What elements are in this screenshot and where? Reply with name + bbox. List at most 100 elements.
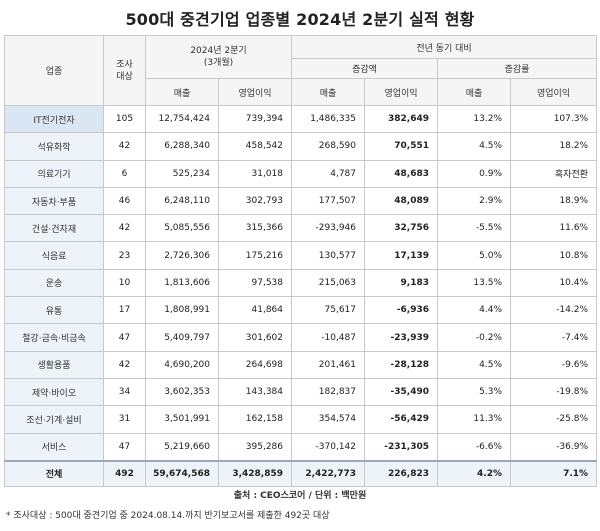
op-cell: 301,602 xyxy=(218,323,292,352)
industry-cell: 생활용품 xyxy=(4,350,104,379)
rate-op-cell: 18.9% xyxy=(509,186,598,216)
sales-cell: 2,726,306 xyxy=(145,241,219,270)
op-cell: 395,286 xyxy=(218,432,292,462)
change-sales-cell: -10,487 xyxy=(291,323,365,352)
change-op-cell: 48,089 xyxy=(364,186,438,216)
op-cell: 162,158 xyxy=(218,405,292,434)
change-sales-cell: 177,507 xyxy=(291,186,365,216)
change-sales-cell: 201,461 xyxy=(291,350,365,379)
sales-cell: 1,813,606 xyxy=(145,268,219,298)
industry-cell: 조선·기계·설비 xyxy=(4,405,104,434)
rate-op-cell: -14.2% xyxy=(509,296,598,325)
change-sales-cell: 268,590 xyxy=(291,132,365,161)
change-op-cell: -23,939 xyxy=(364,323,438,352)
rate-op-cell: -36.9% xyxy=(509,432,598,462)
sales-cell: 6,288,340 xyxy=(145,132,219,161)
change-sales-cell: 354,574 xyxy=(291,405,365,434)
total-rate-op: 7.1% xyxy=(509,459,598,487)
industry-cell: 자동차·부품 xyxy=(4,186,104,216)
industry-cell: 유통 xyxy=(4,296,104,325)
rate-op-cell: 107.3% xyxy=(509,104,598,134)
total-rate-sales: 4.2% xyxy=(437,459,511,487)
industry-cell: 서비스 xyxy=(4,432,104,462)
table-row: 유통 17 1,808,991 41,864 75,617 -6,936 4.4% -14.2… xyxy=(4,296,598,325)
rate-sales-cell: 0.9% xyxy=(437,159,511,188)
change-op-cell: -6,936 xyxy=(364,296,438,325)
op-cell: 302,793 xyxy=(218,186,292,216)
total-count: 492 xyxy=(103,459,146,487)
op-cell: 315,366 xyxy=(218,214,292,243)
sales-cell: 12,754,424 xyxy=(145,104,219,134)
op-cell: 41,864 xyxy=(218,296,292,325)
change-sales-cell: 215,063 xyxy=(291,268,365,298)
sales-cell: 4,690,200 xyxy=(145,350,219,379)
sales-cell: 3,501,991 xyxy=(145,405,219,434)
rate-op-cell: -9.6% xyxy=(509,350,598,379)
rate-op-cell: -7.4% xyxy=(509,323,598,352)
change-op-cell: 48,683 xyxy=(364,159,438,188)
table-row: 식음료 23 2,726,306 175,216 130,577 17,139 5.0% 10… xyxy=(4,241,598,270)
op-cell: 31,018 xyxy=(218,159,292,188)
rate-op-cell: -19.8% xyxy=(509,377,598,407)
change-op-cell: -231,305 xyxy=(364,432,438,462)
table-row: 철강·금속·비금속 47 5,409,797 301,602 -10,487 -23,93… xyxy=(4,323,598,352)
change-op-cell: 9,183 xyxy=(364,268,438,298)
change-sales-cell: 75,617 xyxy=(291,296,365,325)
change-sales-cell: 182,837 xyxy=(291,377,365,407)
count-cell: 47 xyxy=(103,432,146,462)
rate-sales-cell: -5.5% xyxy=(437,214,511,243)
op-cell: 739,394 xyxy=(218,104,292,134)
header-change-op: 영업이익 xyxy=(364,78,438,106)
count-cell: 23 xyxy=(103,241,146,270)
op-cell: 97,538 xyxy=(218,268,292,298)
op-cell: 143,384 xyxy=(218,377,292,407)
sales-cell: 6,248,110 xyxy=(145,186,219,216)
rate-op-cell: 10.8% xyxy=(509,241,598,270)
header-count: 조사 대상 xyxy=(103,35,146,106)
industry-cell: 제약·바이오 xyxy=(4,377,104,407)
count-cell: 46 xyxy=(103,186,146,216)
table-row: 서비스 47 5,219,660 395,286 -370,142 -231,305 -6.… xyxy=(4,432,598,462)
rate-sales-cell: 5.3% xyxy=(437,377,511,407)
rate-sales-cell: 11.3% xyxy=(437,405,511,434)
change-op-cell: -35,490 xyxy=(364,377,438,407)
count-cell: 42 xyxy=(103,214,146,243)
sales-cell: 525,234 xyxy=(145,159,219,188)
rate-op-cell: 10.4% xyxy=(509,268,598,298)
header-rate-sales: 매출 xyxy=(437,78,511,106)
source-caption: 출처 : CEO스코어 / 단위 : 백만원 xyxy=(233,491,367,501)
footnote: * 조사대상 : 500대 중견기업 중 2024.08.14.까지 반기보고서… xyxy=(6,511,330,521)
table-row: 석유화학 42 6,288,340 458,542 268,590 70,551 4.5% 1… xyxy=(4,132,598,161)
count-cell: 31 xyxy=(103,405,146,434)
total-row: 전체 492 59,674,568 3,428,859 2,422,773 22… xyxy=(4,459,598,487)
rate-op-cell: -25.8% xyxy=(509,405,598,434)
industry-cell: IT전기전자 xyxy=(4,104,104,134)
total-change-sales: 2,422,773 xyxy=(291,459,365,487)
table-row: 의료기기 6 525,234 31,018 4,787 48,683 0.9% 흑자전환 xyxy=(4,159,598,188)
op-cell: 264,698 xyxy=(218,350,292,379)
rate-sales-cell: -0.2% xyxy=(437,323,511,352)
sales-cell: 1,808,991 xyxy=(145,296,219,325)
table-footer: 전체 492 59,674,568 3,428,859 2,422,773 22… xyxy=(4,459,598,487)
rate-sales-cell: 4.5% xyxy=(437,350,511,379)
sales-cell: 5,219,660 xyxy=(145,432,219,462)
count-cell: 42 xyxy=(103,350,146,379)
total-label: 전체 xyxy=(4,459,104,487)
rate-sales-cell: 4.5% xyxy=(437,132,511,161)
rate-sales-cell: 5.0% xyxy=(437,241,511,270)
change-sales-cell: 4,787 xyxy=(291,159,365,188)
rate-op-cell: 11.6% xyxy=(509,214,598,243)
change-op-cell: 17,139 xyxy=(364,241,438,270)
change-sales-cell: 1,486,335 xyxy=(291,104,365,134)
change-op-cell: -56,429 xyxy=(364,405,438,434)
table-row: 조선·기계·설비 31 3,501,991 162,158 354,574 -56,429… xyxy=(4,405,598,434)
header-op: 영업이익 xyxy=(218,78,292,106)
table-row: IT전기전자 105 12,754,424 739,394 1,486,335 382,6… xyxy=(4,104,598,134)
header-change-sales: 매출 xyxy=(291,78,365,106)
industry-cell: 석유화학 xyxy=(4,132,104,161)
rate-sales-cell: 13.2% xyxy=(437,104,511,134)
header-rate: 증감률 xyxy=(436,58,598,79)
rate-sales-cell: 2.9% xyxy=(437,186,511,216)
change-op-cell: 32,756 xyxy=(364,214,438,243)
industry-cell: 운송 xyxy=(4,268,104,298)
